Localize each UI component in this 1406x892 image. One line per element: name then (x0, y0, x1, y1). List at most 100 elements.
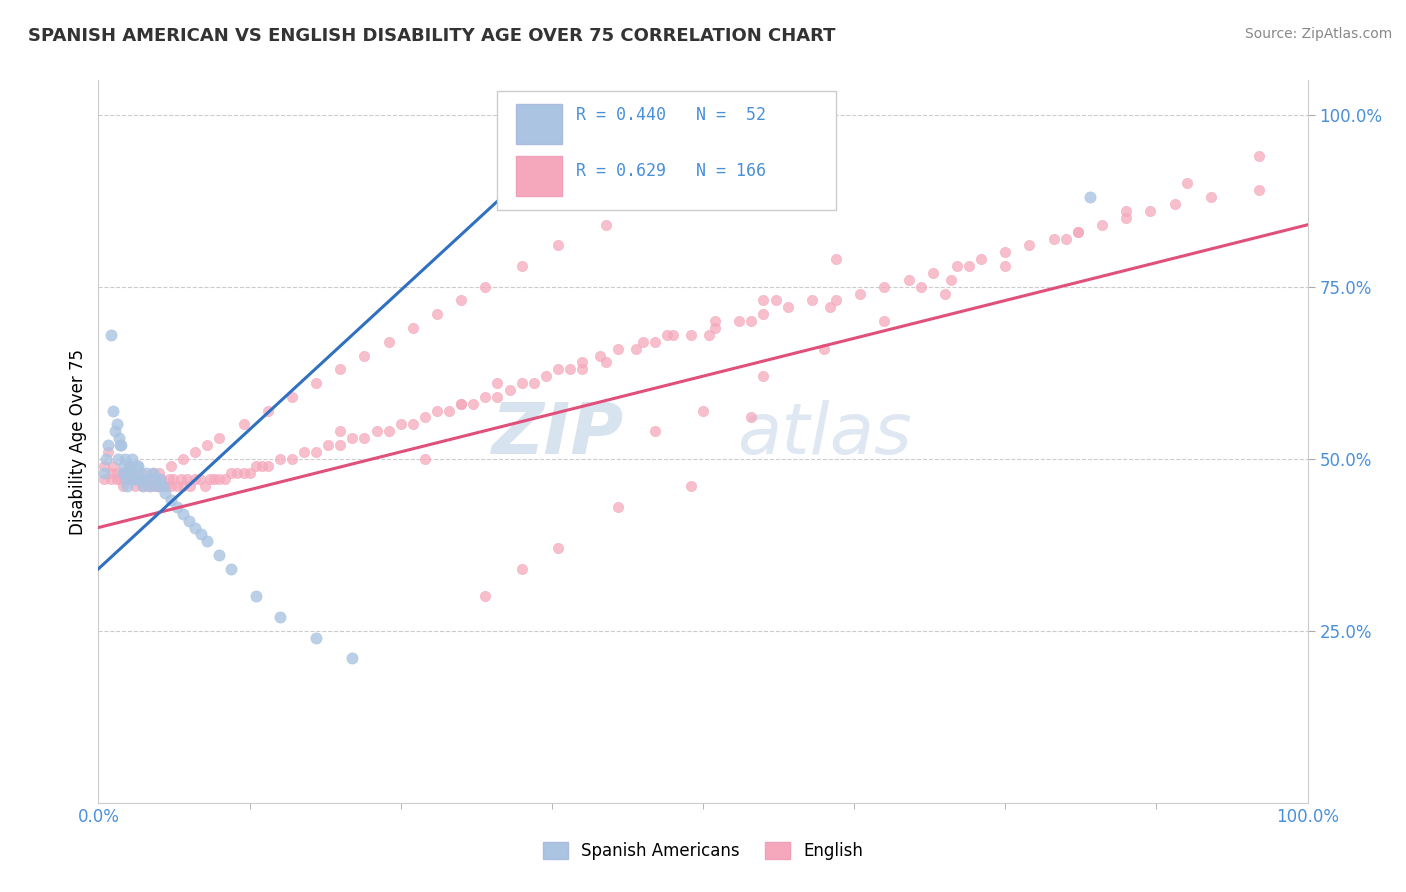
Point (118, 472, 141, 486)
Point (800, 293, 823, 308)
Point (281, 390, 304, 404)
Point (402, 417, 425, 432)
Point (1139, 204, 1161, 219)
Point (994, 245, 1017, 260)
Point (377, 334, 399, 349)
Point (740, 314, 762, 328)
Point (728, 314, 751, 328)
Point (1078, 190, 1101, 204)
Point (342, 651, 364, 665)
Point (184, 445, 207, 459)
Point (1163, 197, 1185, 211)
Point (194, 479, 217, 493)
FancyBboxPatch shape (498, 91, 837, 211)
Text: Source: ZipAtlas.com: Source: ZipAtlas.com (1244, 27, 1392, 41)
Point (1249, 149, 1271, 163)
Point (644, 334, 666, 349)
Point (426, 403, 449, 417)
Point (114, 451, 136, 466)
Point (134, 472, 156, 486)
Point (957, 259, 980, 273)
Y-axis label: Disability Age Over 75: Disability Age Over 75 (69, 349, 87, 534)
Point (825, 252, 848, 267)
Point (221, 562, 243, 576)
Point (97, 445, 120, 459)
Point (166, 479, 188, 493)
Point (101, 458, 124, 473)
Point (305, 631, 328, 645)
Point (184, 520, 207, 534)
Point (510, 376, 533, 390)
Point (571, 355, 593, 369)
Point (135, 466, 157, 480)
Point (100, 466, 122, 480)
Point (547, 362, 569, 376)
Point (413, 451, 436, 466)
Point (437, 403, 460, 417)
Point (316, 438, 339, 452)
Point (93, 458, 115, 473)
Point (139, 479, 162, 493)
Point (93, 466, 115, 480)
Point (110, 438, 132, 452)
Point (160, 493, 183, 508)
Text: SPANISH AMERICAN VS ENGLISH DISABILITY AGE OVER 75 CORRELATION CHART: SPANISH AMERICAN VS ENGLISH DISABILITY A… (28, 27, 835, 45)
Point (114, 466, 136, 480)
Point (97, 438, 120, 452)
Point (402, 321, 425, 335)
Text: R = 0.440   N =  52: R = 0.440 N = 52 (576, 106, 766, 124)
Point (129, 466, 152, 480)
Point (269, 451, 291, 466)
Point (679, 479, 702, 493)
Point (179, 479, 201, 493)
Point (970, 252, 993, 267)
Point (292, 445, 315, 459)
Point (245, 458, 267, 473)
Point (1054, 231, 1077, 245)
Point (188, 472, 211, 486)
Point (94, 451, 117, 466)
Point (162, 472, 184, 486)
Point (138, 472, 160, 486)
Point (122, 472, 145, 486)
Point (697, 327, 720, 342)
Point (389, 417, 412, 432)
Point (644, 424, 666, 438)
Point (148, 466, 170, 480)
Point (157, 472, 180, 486)
Point (115, 472, 138, 486)
Point (128, 472, 150, 486)
Point (547, 541, 569, 556)
Point (148, 479, 170, 493)
Point (1018, 238, 1040, 252)
Point (873, 279, 896, 293)
Point (704, 321, 727, 335)
Point (1042, 231, 1064, 245)
Point (118, 466, 141, 480)
Point (232, 417, 254, 432)
Point (155, 479, 177, 493)
Point (946, 259, 969, 273)
Point (655, 327, 678, 342)
Point (765, 293, 787, 308)
Point (523, 376, 546, 390)
Bar (516, 104, 561, 144)
Point (124, 479, 146, 493)
Point (208, 472, 231, 486)
Point (269, 610, 291, 624)
Point (813, 342, 835, 356)
Point (353, 431, 375, 445)
Point (100, 472, 122, 486)
Point (426, 307, 449, 321)
Point (256, 458, 278, 473)
Point (353, 349, 375, 363)
Point (413, 410, 436, 425)
Point (121, 451, 143, 466)
Point (153, 486, 176, 500)
Point (921, 266, 943, 280)
Point (250, 458, 273, 473)
Point (534, 369, 557, 384)
Point (179, 514, 201, 528)
Point (818, 301, 841, 315)
Point (143, 472, 166, 486)
